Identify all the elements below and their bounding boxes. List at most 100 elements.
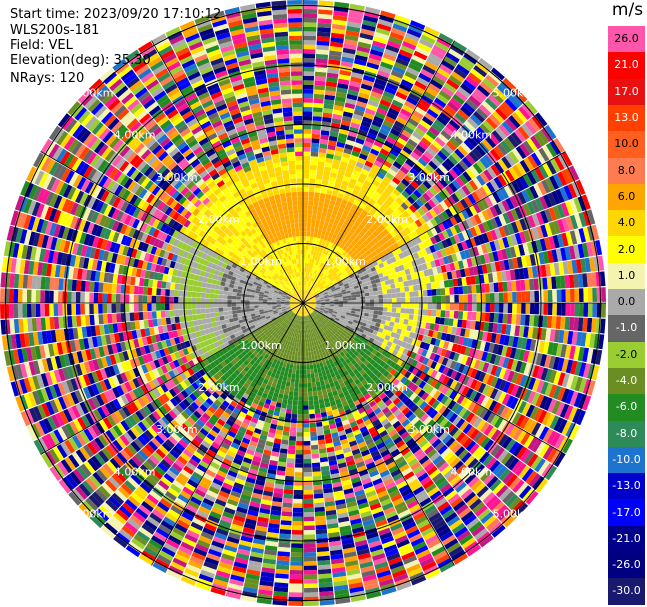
radar-gate [557, 357, 565, 372]
radar-gate [309, 272, 313, 278]
radar-gate [406, 325, 412, 332]
radar-gate [428, 52, 443, 64]
radar-gate [338, 237, 345, 244]
radar-gate [495, 107, 508, 121]
radar-gate [405, 297, 410, 303]
radar-gate [433, 119, 446, 130]
radar-gate [308, 355, 313, 361]
radar-gate [583, 363, 591, 379]
radar-gate [319, 273, 324, 278]
radar-gate [345, 215, 352, 222]
radar-gate [524, 120, 537, 135]
radar-gate [455, 252, 463, 261]
radar-gate [292, 516, 303, 522]
radar-gate [330, 41, 344, 48]
radar-gate [317, 22, 332, 29]
radar-gate [512, 336, 519, 348]
radar-gate [369, 95, 381, 104]
radar-gate [475, 144, 486, 157]
radar-gate [396, 271, 402, 278]
radar-gate [321, 179, 329, 186]
radar-gate [335, 337, 341, 343]
radar-gate [317, 228, 323, 235]
radar-gate [442, 375, 450, 385]
radar-gate [497, 238, 506, 250]
radar-gate [293, 360, 297, 366]
radar-gate [330, 32, 345, 39]
radar-gate [431, 251, 439, 260]
radar-gate [440, 332, 447, 341]
radar-gate [592, 287, 598, 302]
radar-gate [531, 266, 538, 278]
radar-gate [347, 16, 363, 24]
radar-gate [303, 374, 307, 379]
radar-gate [361, 209, 369, 217]
radar-gate [476, 84, 491, 98]
radar-gate [303, 31, 317, 36]
radar-gate [549, 329, 556, 342]
radar-gate [347, 281, 353, 286]
radar-gate [317, 282, 321, 287]
radar-gate [366, 268, 373, 274]
radar-gate [431, 289, 437, 296]
radar-gate [316, 214, 322, 221]
radar-gate [303, 436, 311, 442]
radar-gate [341, 269, 347, 275]
radar-gate [303, 169, 310, 174]
radar-gate [538, 426, 550, 441]
radar-gate [370, 148, 380, 156]
radar-gate [394, 173, 404, 182]
radar-gate [384, 48, 398, 58]
radar-gate [351, 300, 357, 303]
radar-gate [303, 66, 315, 72]
radar-gate [369, 168, 379, 176]
radar-gate [453, 67, 468, 79]
radar-gate [473, 330, 480, 340]
radar-gate [557, 153, 569, 169]
radar-gate [320, 279, 325, 285]
radar-gate [422, 374, 431, 383]
radar-gate [327, 256, 332, 262]
radar-gate [494, 378, 503, 390]
radar-gate [319, 262, 324, 268]
radar-gate [452, 352, 460, 362]
radar-gate [489, 388, 499, 400]
radar-gate [461, 230, 470, 241]
radar-gate [338, 259, 344, 266]
radar-gate [459, 345, 467, 355]
radar-gate [577, 317, 584, 332]
radar-gate [523, 362, 532, 376]
radar-gate [355, 266, 361, 272]
radar-gate [425, 432, 436, 442]
radar-gate [303, 485, 313, 491]
radar-gate [332, 312, 337, 316]
radar-gate [313, 201, 319, 207]
radar-gate [430, 369, 438, 379]
radar-gate [459, 420, 469, 432]
radar-gate [307, 218, 312, 224]
radar-gate [321, 125, 331, 132]
radar-gate [362, 164, 372, 172]
radar-gate [314, 285, 318, 290]
radar-gate [329, 263, 334, 269]
radar-gate [281, 511, 293, 517]
radar-gate [345, 314, 351, 318]
radar-gate [458, 286, 464, 295]
radar-gate [432, 206, 441, 216]
radar-gate [296, 432, 303, 437]
radar-gate [445, 218, 454, 228]
radar-gate [392, 327, 398, 333]
radar-gate [465, 276, 472, 286]
radar-gate [475, 405, 485, 417]
radar-gate [467, 476, 480, 488]
radar-gate [417, 347, 424, 356]
radar-gate [303, 489, 314, 495]
radar-gate [507, 292, 513, 303]
radar-gate [423, 269, 430, 277]
radar-gate [404, 142, 416, 152]
radar-gate [365, 136, 375, 144]
radar-gate [511, 180, 521, 193]
radar-gate [288, 440, 296, 446]
radar-gate [427, 344, 435, 353]
radar-gate [309, 258, 313, 264]
